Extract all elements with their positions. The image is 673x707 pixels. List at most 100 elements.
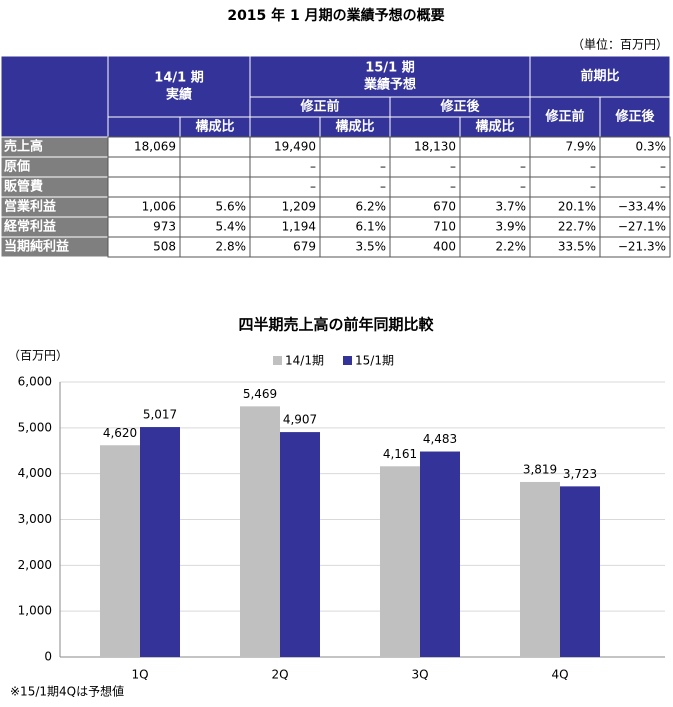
header-cell xyxy=(389,116,461,138)
legend-swatch xyxy=(273,356,282,365)
table-cell xyxy=(107,176,181,198)
header-text: 修正前 xyxy=(299,99,339,115)
table-cell xyxy=(599,236,671,258)
row-label: 当期純利益 xyxy=(4,239,69,255)
value-label: 3,819 xyxy=(523,462,557,476)
header-text: 修正前 xyxy=(544,109,584,125)
header-text: 構成比 xyxy=(335,119,374,135)
row-label: 販管費 xyxy=(4,179,43,195)
row-label: 営業利益 xyxy=(4,199,56,215)
cell-text: 2.2% xyxy=(496,240,527,254)
value-label: 4,620 xyxy=(103,426,137,440)
cell-text: 1,006 xyxy=(142,200,176,214)
cell-text: 508 xyxy=(153,240,176,254)
cell-text: 3.5% xyxy=(356,240,387,254)
value-label: 4,907 xyxy=(283,413,317,427)
cell-text: 7.9% xyxy=(566,140,597,154)
cell-text: – xyxy=(380,180,386,194)
cell-text: 3.7% xyxy=(496,200,527,214)
bar xyxy=(520,481,560,657)
header-text: 修正後 xyxy=(614,109,655,125)
cell-text: 710 xyxy=(433,220,456,234)
cell-text: – xyxy=(520,180,526,194)
chart-title: 四半期売上高の前年同期比較 xyxy=(238,316,434,334)
table-cell xyxy=(179,136,251,158)
value-label: 4,483 xyxy=(423,432,457,446)
bar xyxy=(420,451,460,657)
table-cell xyxy=(459,136,531,158)
y-tick-label: 4,000 xyxy=(18,466,52,480)
cell-text: 5.4% xyxy=(216,220,247,234)
header-text: 15/1 期 xyxy=(365,61,414,76)
header-cell xyxy=(107,55,251,118)
cell-text: 1,194 xyxy=(282,220,316,234)
cell-text: 6.1% xyxy=(356,220,387,234)
page-title: 2015 年 1 月期の業績予想の概要 xyxy=(227,7,444,24)
table-cell xyxy=(319,136,391,158)
cell-text: −27.1% xyxy=(618,220,666,234)
cell-text: 3.9% xyxy=(496,220,527,234)
row-label: 原価 xyxy=(4,159,30,175)
cell-text: – xyxy=(590,160,596,174)
x-tick-label: 3Q xyxy=(411,668,428,682)
header-text: 構成比 xyxy=(195,119,234,135)
y-tick-label: 6,000 xyxy=(18,375,52,389)
legend-label: 15/1期 xyxy=(355,354,394,368)
legend-swatch xyxy=(343,356,352,365)
y-axis-label: （百万円） xyxy=(8,349,68,363)
cell-text: 20.1% xyxy=(558,200,596,214)
cell-text: 22.7% xyxy=(558,220,596,234)
footnote: ※15/1期4Qは予想値 xyxy=(10,684,124,699)
bar xyxy=(560,486,600,657)
bar xyxy=(280,432,320,657)
bar xyxy=(380,466,420,657)
header-cell xyxy=(529,55,671,98)
cell-text: 1,209 xyxy=(282,200,316,214)
cell-text: – xyxy=(450,180,456,194)
legend-label: 14/1期 xyxy=(285,354,324,368)
table-cell xyxy=(107,156,181,178)
x-tick-label: 4Q xyxy=(551,668,568,682)
header-cell xyxy=(249,116,321,138)
cell-text: 19,490 xyxy=(274,140,316,154)
header-text: 前期比 xyxy=(580,68,619,84)
cell-text: – xyxy=(310,160,316,174)
value-label: 5,469 xyxy=(243,387,277,401)
cell-text: 973 xyxy=(153,220,176,234)
cell-text: – xyxy=(450,160,456,174)
table-cell xyxy=(179,176,251,198)
cell-text: – xyxy=(590,180,596,194)
value-label: 3,723 xyxy=(563,467,597,481)
row-label: 売上高 xyxy=(4,139,43,155)
header-cell xyxy=(599,96,671,138)
y-tick-label: 1,000 xyxy=(18,604,52,618)
cell-text: −21.3% xyxy=(618,240,666,254)
cell-text: 670 xyxy=(433,200,456,214)
cell-text: 6.2% xyxy=(356,200,387,214)
table-cell xyxy=(179,156,251,178)
cell-text: 2.8% xyxy=(216,240,247,254)
cell-text: 18,069 xyxy=(134,140,176,154)
cell-text: – xyxy=(660,180,666,194)
cell-text: – xyxy=(660,160,666,174)
cell-text: −33.4% xyxy=(618,200,666,214)
header-text: 実績 xyxy=(166,87,192,103)
unit-label: （単位：百万円） xyxy=(572,37,668,52)
bar xyxy=(140,427,180,657)
value-label: 5,017 xyxy=(143,408,177,422)
row-label: 経常利益 xyxy=(4,219,56,235)
cell-text: 5.6% xyxy=(216,200,247,214)
y-tick-label: 2,000 xyxy=(18,558,52,572)
cell-text: 18,130 xyxy=(414,140,456,154)
header-text: 構成比 xyxy=(475,119,514,135)
cell-text: 33.5% xyxy=(558,240,596,254)
header-text: 修正後 xyxy=(439,99,480,115)
bar xyxy=(100,445,140,657)
header-cell xyxy=(107,116,181,138)
cell-text: 400 xyxy=(433,240,456,254)
y-tick-label: 3,000 xyxy=(18,512,52,526)
y-tick-label: 5,000 xyxy=(18,420,52,434)
x-tick-label: 2Q xyxy=(271,668,288,682)
header-cell xyxy=(0,55,109,138)
